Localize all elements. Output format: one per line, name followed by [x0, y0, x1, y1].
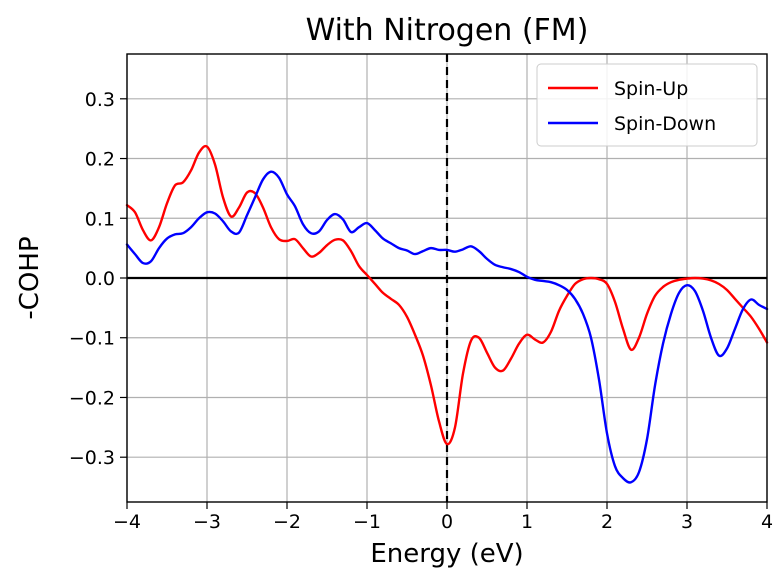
x-tick-label: 3	[681, 511, 693, 533]
chart-title: With Nitrogen (FM)	[306, 13, 589, 48]
axis-ticks: −4 −3 −2 −1 0 1 2 3 4 0.3 0.2 0.1 0.0 −0.1 −0.2 −0.3	[69, 89, 773, 533]
x-tick-label: 1	[521, 511, 533, 533]
y-tick-label: −0.2	[69, 387, 115, 409]
series-line-spin-up	[125, 144, 769, 446]
legend-label-spin-down: Spin-Down	[614, 113, 716, 135]
y-tick-label: 0.0	[85, 268, 115, 290]
x-axis-label: Energy (eV)	[370, 539, 523, 569]
legend-label-spin-up: Spin-Up	[614, 78, 688, 100]
x-tick-label: −4	[113, 511, 141, 533]
y-tick-label: −0.1	[69, 328, 115, 350]
y-tick-label: 0.1	[85, 208, 115, 230]
x-tick-label: −1	[353, 511, 381, 533]
y-axis-label: -COHP	[15, 236, 45, 319]
y-tick-label: 0.3	[85, 89, 115, 111]
y-tick-label: −0.3	[69, 447, 115, 469]
y-tick-label: 0.2	[85, 149, 115, 171]
series-line-spin-down	[125, 170, 769, 484]
x-tick-label: −2	[273, 511, 301, 533]
legend-box	[536, 63, 758, 147]
series-lines	[125, 144, 769, 484]
x-tick-label: 0	[441, 511, 453, 533]
x-tick-label: 2	[601, 511, 613, 533]
x-tick-label: 4	[761, 511, 773, 533]
x-tick-label: −3	[193, 511, 221, 533]
legend: Spin-Up Spin-Down	[536, 63, 758, 147]
